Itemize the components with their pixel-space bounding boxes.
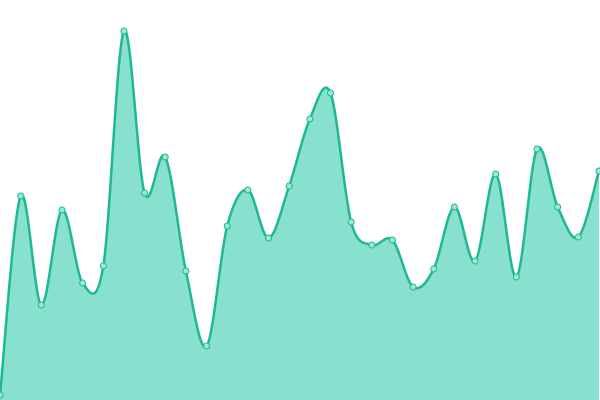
point bbox=[244, 186, 252, 194]
point bbox=[265, 234, 273, 242]
point bbox=[512, 273, 520, 281]
point bbox=[223, 222, 231, 230]
point bbox=[347, 218, 355, 226]
point bbox=[326, 89, 334, 97]
point bbox=[574, 233, 582, 241]
point bbox=[554, 203, 562, 211]
point bbox=[306, 115, 314, 123]
point bbox=[595, 167, 600, 175]
point bbox=[409, 283, 417, 291]
point bbox=[141, 189, 149, 197]
point bbox=[37, 301, 45, 309]
point bbox=[58, 206, 66, 214]
point bbox=[99, 262, 107, 270]
point bbox=[285, 182, 293, 190]
point bbox=[368, 241, 376, 249]
point bbox=[450, 203, 458, 211]
point bbox=[17, 192, 25, 200]
point bbox=[430, 265, 438, 273]
point bbox=[161, 153, 169, 161]
point bbox=[0, 391, 4, 399]
point bbox=[471, 257, 479, 265]
point bbox=[120, 27, 128, 35]
point bbox=[492, 170, 500, 178]
area bbox=[0, 30, 599, 400]
point bbox=[203, 342, 211, 350]
point bbox=[533, 145, 541, 153]
point bbox=[79, 279, 87, 287]
point bbox=[182, 267, 190, 275]
point bbox=[388, 236, 396, 244]
